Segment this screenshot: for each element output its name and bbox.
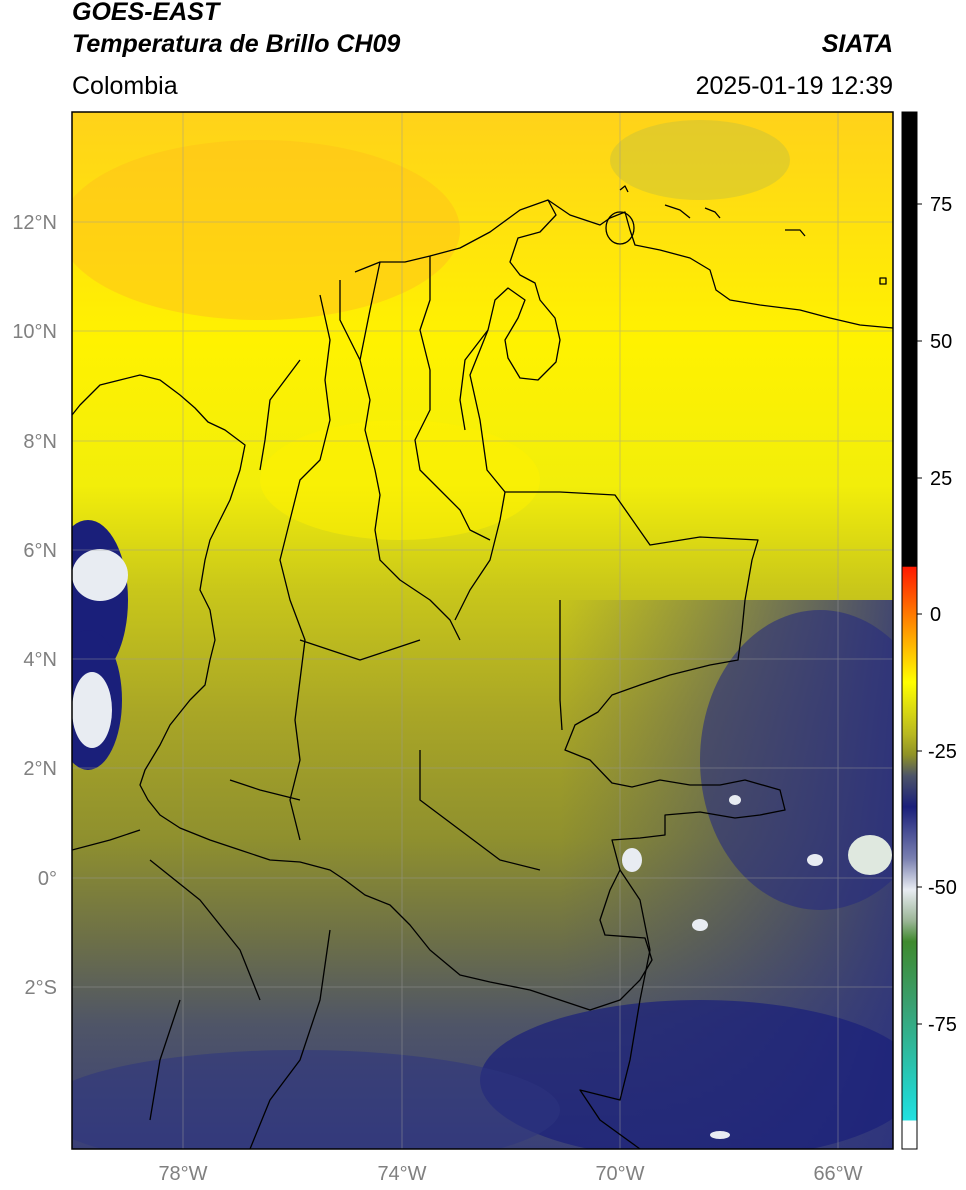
colorbar-tick-label: -25 bbox=[928, 741, 957, 763]
venezuela-coast bbox=[547, 199, 893, 329]
lon-label: 70°W bbox=[595, 1163, 644, 1185]
datetime-label: 2025-01-19 12:39 bbox=[695, 72, 893, 100]
colorbar-tick-label: 75 bbox=[930, 194, 952, 216]
lat-label: 6°N bbox=[23, 540, 57, 562]
lon-label: 78°W bbox=[158, 1163, 207, 1185]
colorbar-tick-label: 25 bbox=[930, 468, 952, 490]
colombia-outline bbox=[72, 199, 786, 1011]
longitude-axis: 78°W 74°W 70°W 66°W bbox=[158, 1163, 862, 1185]
colorbar-tick-label: 0 bbox=[930, 604, 941, 626]
lat-label: 0° bbox=[38, 868, 57, 890]
map-frame bbox=[71, 111, 894, 1150]
graticule bbox=[72, 112, 893, 1149]
region-label: Colombia bbox=[72, 72, 178, 100]
colorbar: 75 50 25 0 -25 -50 -75 bbox=[901, 111, 957, 1150]
latitude-axis: 12°N 10°N 8°N 6°N 4°N 2°N 0° 2°S bbox=[12, 212, 57, 999]
lon-label: 74°W bbox=[377, 1163, 426, 1185]
peru-border bbox=[72, 829, 331, 1149]
brand-label: SIATA bbox=[821, 30, 893, 58]
lat-label: 8°N bbox=[23, 431, 57, 453]
lat-label: 2°S bbox=[25, 977, 57, 999]
colorbar-tick-label: 50 bbox=[930, 331, 952, 353]
department-boundaries bbox=[149, 256, 563, 1121]
colorbar-tick-label: -75 bbox=[928, 1014, 957, 1036]
brightness-temperature-field bbox=[72, 112, 893, 1149]
boundaries bbox=[72, 185, 893, 1149]
lat-label: 2°N bbox=[23, 758, 57, 780]
brazil-border bbox=[579, 869, 651, 1149]
product-title: Temperatura de Brillo CH09 bbox=[72, 30, 401, 58]
lat-label: 12°N bbox=[12, 212, 57, 234]
lon-label: 66°W bbox=[813, 1163, 862, 1185]
satellite-title: GOES-EAST bbox=[72, 0, 220, 26]
lat-label: 4°N bbox=[23, 649, 57, 671]
colorbar-scale bbox=[901, 111, 918, 1150]
lat-label: 10°N bbox=[12, 321, 57, 343]
colorbar-tick-label: -50 bbox=[928, 877, 957, 899]
